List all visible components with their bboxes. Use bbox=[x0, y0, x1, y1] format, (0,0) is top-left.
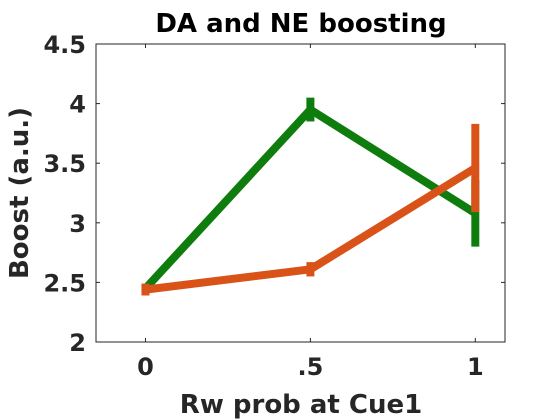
x-tick-label-2: 1 bbox=[467, 353, 484, 381]
y-tick-label-4: 4 bbox=[69, 91, 86, 119]
y-tick-label-5: 4.5 bbox=[43, 31, 86, 59]
y-tick-label-0: 2 bbox=[69, 329, 86, 357]
y-axis-label: Boost (a.u.) bbox=[5, 107, 35, 279]
y-tick-label-1: 2.5 bbox=[43, 269, 86, 297]
plot-frame bbox=[95, 43, 506, 343]
series-layer bbox=[141, 97, 480, 296]
x-tick-label-0: 0 bbox=[137, 353, 154, 381]
x-tick-label-1: .5 bbox=[297, 353, 323, 381]
chart-title: DA and NE boosting bbox=[155, 9, 446, 39]
x-axis-label: Rw prob at Cue1 bbox=[180, 390, 422, 420]
axis-ticks: 0 .5 1 2 2.5 3 3.5 4 4.5 bbox=[43, 31, 505, 381]
y-tick-label-2: 3 bbox=[69, 210, 86, 238]
y-tick-label-3: 3.5 bbox=[43, 150, 86, 178]
